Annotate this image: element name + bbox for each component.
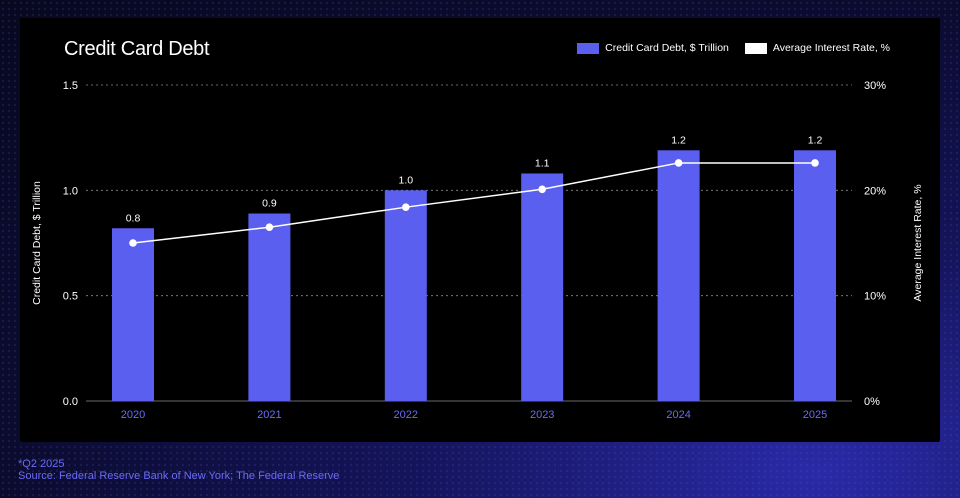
legend-item-rate: Average Interest Rate, % — [744, 42, 890, 54]
x-tick-label: 2025 — [803, 409, 827, 421]
bar — [794, 150, 836, 401]
chart-panel: Credit Card Debt Credit Card Debt, $ Tri… — [20, 18, 940, 442]
x-tick-label: 2020 — [121, 409, 145, 421]
legend-item-debt: Credit Card Debt, $ Trillion — [577, 42, 729, 54]
interest-rate-line — [132, 162, 815, 244]
x-tick-label: 2023 — [530, 409, 554, 421]
y2-tick-label: 0% — [864, 396, 880, 408]
bar-value-label: 1.2 — [671, 134, 686, 146]
bar — [112, 228, 154, 401]
bar-value-label: 1.0 — [398, 174, 413, 186]
legend-swatch-rate — [744, 42, 767, 54]
interest-rate-point — [674, 159, 683, 167]
interest-rate-point — [538, 185, 546, 194]
chart-title: Credit Card Debt — [64, 38, 210, 60]
interest-rate-point — [402, 203, 410, 211]
y2-tick-label: 20% — [864, 185, 886, 197]
bar-value-label: 1.2 — [808, 134, 823, 146]
bar — [657, 150, 700, 401]
y-axis-title: Credit Card Debt, $ Trillion — [31, 181, 43, 305]
legend-swatch-debt — [577, 42, 600, 54]
x-tick-label: 2021 — [257, 409, 281, 421]
x-tick-label: 2022 — [394, 409, 418, 421]
legend-label-rate: Average Interest Rate, % — [772, 42, 890, 54]
interest-rate-point — [129, 239, 137, 247]
y2-axis-title: Average Interest Rate, % — [912, 184, 924, 301]
interest-rate-point — [811, 159, 819, 167]
y-tick-label: 1.0 — [63, 185, 78, 197]
bar — [521, 173, 564, 401]
interest-rate-point — [265, 223, 274, 231]
y-tick-label: 0.0 — [63, 396, 78, 408]
bar-value-label: 0.9 — [262, 198, 277, 210]
y2-tick-label: 10% — [864, 291, 886, 303]
y2-tick-label: 30% — [864, 80, 886, 92]
footnote-source: Source: Federal Reserve Bank of New York… — [18, 470, 340, 482]
chart-legend: Credit Card Debt, $ Trillion Average Int… — [577, 42, 890, 54]
bar-value-label: 0.8 — [126, 212, 141, 224]
y-tick-label: 0.5 — [63, 291, 78, 303]
bar — [248, 213, 291, 401]
x-tick-label: 2024 — [666, 409, 690, 421]
bar — [384, 190, 427, 401]
legend-label-debt: Credit Card Debt, $ Trillion — [605, 42, 729, 54]
footnote: *Q2 2025 Source: Federal Reserve Bank of… — [18, 458, 339, 482]
y-tick-label: 1.5 — [63, 80, 78, 92]
chart-plot: 0.0 0% 0.5 10% 1.0 20% 1.5 30% Credit Card Debt,… — [31, 80, 924, 421]
bar-value-label: 1.1 — [535, 157, 550, 169]
footnote-note: *Q2 2025 — [18, 458, 65, 470]
